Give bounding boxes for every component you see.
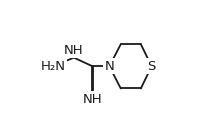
Text: N: N: [104, 60, 114, 73]
Text: NH: NH: [83, 93, 102, 106]
Text: S: S: [147, 60, 156, 73]
Text: NH: NH: [64, 44, 84, 57]
Text: H₂N: H₂N: [41, 60, 66, 73]
